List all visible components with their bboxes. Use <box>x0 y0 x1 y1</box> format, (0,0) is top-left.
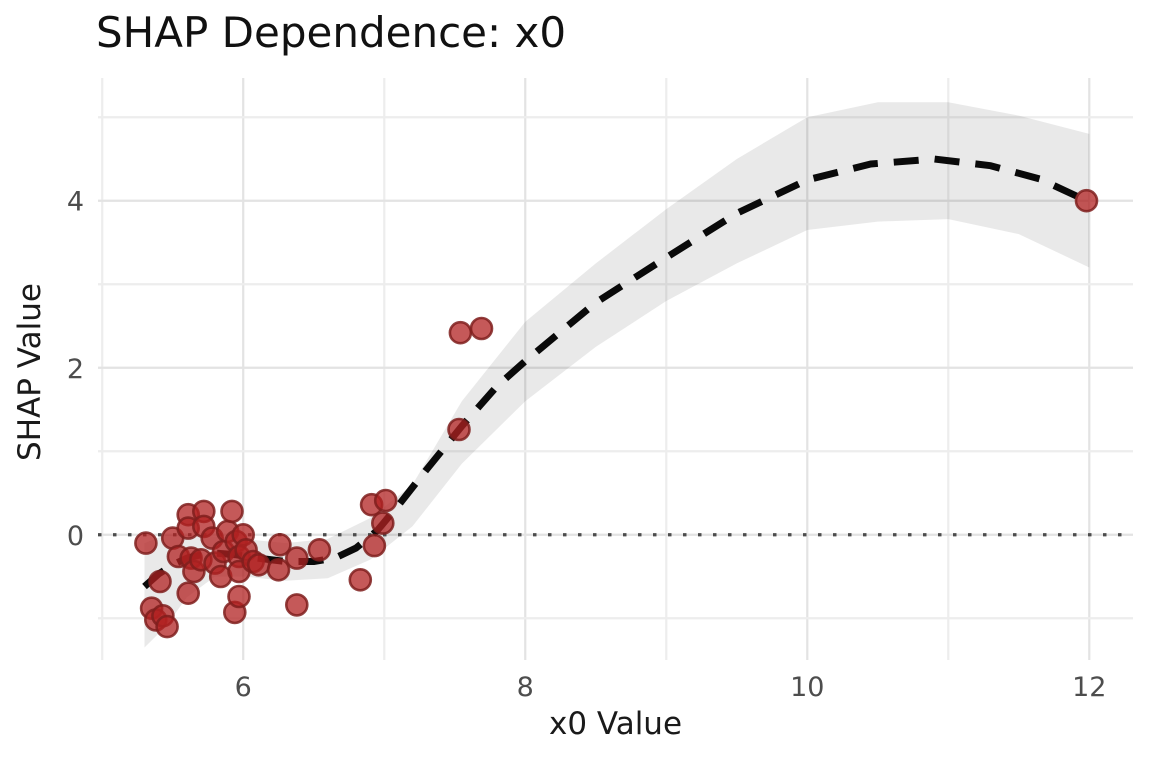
y-tick-label: 2 <box>67 354 84 385</box>
scatter-point <box>176 581 200 606</box>
scatter-point <box>447 417 471 442</box>
scatter-point <box>220 499 244 524</box>
scatter-point <box>284 593 309 617</box>
chart-title: SHAP Dependence: x0 <box>96 8 567 57</box>
x-tick-label: 12 <box>1072 672 1106 703</box>
scatter-point <box>284 546 309 570</box>
scatter-point <box>373 488 398 513</box>
scatter-point <box>246 552 271 577</box>
y-tick-label: 4 <box>67 187 84 218</box>
scatter-point <box>134 531 158 555</box>
scatter-point <box>266 557 291 582</box>
scatter-point <box>370 511 395 535</box>
scatter-point <box>148 569 172 594</box>
y-tick-label: 0 <box>67 521 84 552</box>
scatter-point <box>155 614 179 639</box>
scatter-point <box>448 320 473 345</box>
smooth-trend-line <box>142 155 1088 590</box>
scatter-point <box>348 567 373 592</box>
y-axis-title: SHAP Value <box>12 283 48 461</box>
x-axis-title: x0 Value <box>548 706 683 742</box>
scatter-point <box>307 537 332 562</box>
scatter-point <box>469 316 494 341</box>
scatter-point <box>268 532 292 557</box>
x-tick-label: 8 <box>517 672 534 703</box>
x-tick-label: 6 <box>235 672 252 703</box>
x-tick-label: 10 <box>790 672 824 703</box>
scatter-point <box>227 584 251 609</box>
scatter-point <box>1074 188 1099 213</box>
scatter-point <box>362 533 387 558</box>
